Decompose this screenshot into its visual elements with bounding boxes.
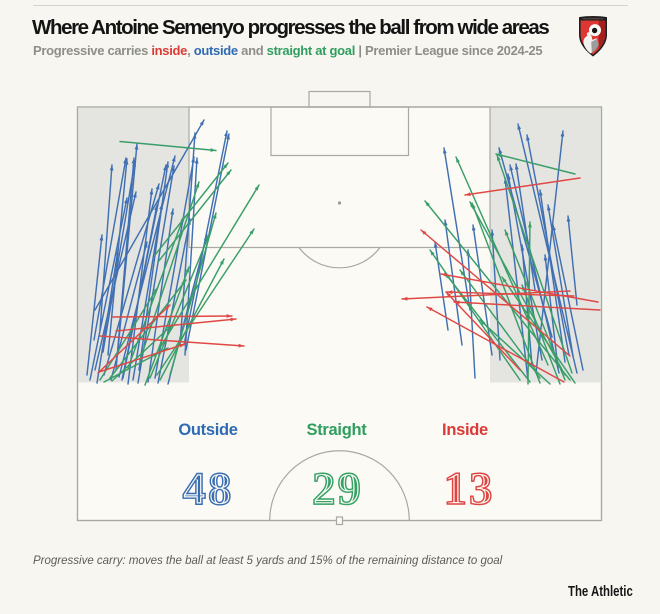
svg-text:48: 48 <box>183 463 234 515</box>
svg-text:Straight: Straight <box>307 421 368 439</box>
svg-text:29: 29 <box>312 463 363 515</box>
svg-text:29: 29 <box>312 463 363 515</box>
svg-text:13: 13 <box>444 463 495 515</box>
svg-text:Outside: Outside <box>178 421 237 439</box>
svg-text:13: 13 <box>444 463 495 515</box>
svg-text:48: 48 <box>183 463 234 515</box>
svg-text:29: 29 <box>312 463 363 515</box>
svg-text:48: 48 <box>183 463 234 515</box>
svg-text:Inside: Inside <box>442 421 488 439</box>
svg-text:13: 13 <box>444 463 495 515</box>
